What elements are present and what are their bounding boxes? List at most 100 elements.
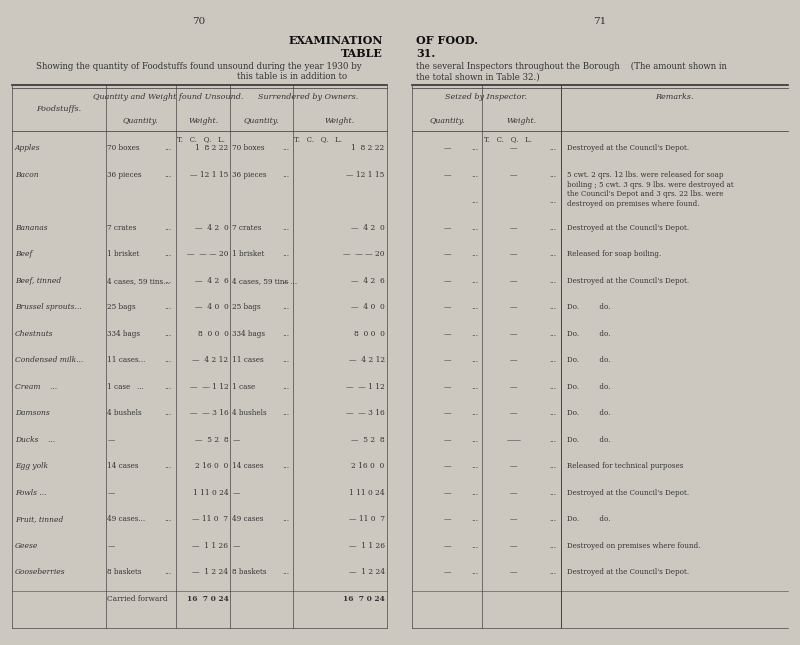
Text: —: — [443, 250, 451, 259]
Text: ...: ... [165, 277, 172, 285]
Text: ...: ... [471, 303, 478, 312]
Text: —: — [443, 277, 451, 285]
Text: Condensed milk...: Condensed milk... [15, 356, 83, 364]
Text: —  1 1 26: — 1 1 26 [193, 542, 229, 550]
Text: —  5 2  8: — 5 2 8 [195, 436, 229, 444]
Text: 11 cases...: 11 cases... [107, 356, 146, 364]
Text: — 11 0  7: — 11 0 7 [349, 515, 385, 523]
Text: 7 crates: 7 crates [232, 224, 262, 232]
Text: 334 bags: 334 bags [232, 330, 266, 338]
Text: —: — [510, 250, 518, 259]
Text: 4 bushels: 4 bushels [107, 410, 142, 417]
Text: the total shown in Table 32.): the total shown in Table 32.) [416, 72, 539, 81]
Text: —: — [443, 144, 451, 152]
Text: Weight.: Weight. [506, 117, 537, 125]
Text: Showing the quantity of Foodstuffs found unsound during the year 1930 by: Showing the quantity of Foodstuffs found… [36, 62, 362, 71]
Text: — 12 1 15: — 12 1 15 [346, 171, 385, 179]
Text: —  1 2 24: — 1 2 24 [349, 568, 385, 577]
Text: Do.         do.: Do. do. [566, 383, 610, 391]
Text: Beef: Beef [15, 250, 32, 259]
Text: ...: ... [471, 250, 478, 259]
Text: 1 11 0 24: 1 11 0 24 [349, 489, 385, 497]
Text: 11 cases: 11 cases [232, 356, 264, 364]
Text: 1 11 0 24: 1 11 0 24 [193, 489, 229, 497]
Text: Weight.: Weight. [188, 117, 218, 125]
Text: —: — [443, 383, 451, 391]
Text: —: — [510, 568, 518, 577]
Text: —  4 2 12: — 4 2 12 [349, 356, 385, 364]
Text: —: — [443, 303, 451, 312]
Text: Cream    ...: Cream ... [15, 383, 57, 391]
Text: —: — [510, 515, 518, 523]
Text: ...: ... [550, 144, 557, 152]
Text: —: — [443, 356, 451, 364]
Text: Apples: Apples [15, 144, 41, 152]
Text: —: — [443, 436, 451, 444]
Text: Do.         do.: Do. do. [566, 330, 610, 338]
Text: 1 brisket: 1 brisket [107, 250, 140, 259]
Text: Bananas: Bananas [15, 224, 47, 232]
Text: ...: ... [282, 515, 289, 523]
Text: 8  0 0  0: 8 0 0 0 [354, 330, 385, 338]
Text: 8  0 0  0: 8 0 0 0 [198, 330, 229, 338]
Text: —: — [510, 383, 518, 391]
Text: EXAMINATION: EXAMINATION [288, 35, 382, 46]
Text: Surrendered by Owners.: Surrendered by Owners. [258, 93, 358, 101]
Text: ...: ... [471, 144, 478, 152]
Text: ...: ... [165, 462, 172, 470]
Text: —  1 2 24: — 1 2 24 [192, 568, 229, 577]
Text: ...: ... [165, 250, 172, 259]
Text: Do.         do.: Do. do. [566, 515, 610, 523]
Text: ...: ... [550, 171, 557, 179]
Text: ...: ... [165, 410, 172, 417]
Text: Quantity.: Quantity. [244, 117, 279, 125]
Text: —  4 0  0: — 4 0 0 [351, 303, 385, 312]
Text: ...: ... [471, 410, 478, 417]
Text: Destroyed at the Council's Depot.: Destroyed at the Council's Depot. [566, 568, 689, 577]
Text: Destroyed on premises where found.: Destroyed on premises where found. [566, 542, 700, 550]
Text: 334 bags: 334 bags [107, 330, 141, 338]
Text: ...: ... [165, 568, 172, 577]
Text: ...: ... [165, 144, 172, 152]
Text: ...: ... [471, 436, 478, 444]
Text: 8 baskets: 8 baskets [232, 568, 267, 577]
Text: Quantity.: Quantity. [430, 117, 465, 125]
Text: ...: ... [550, 489, 557, 497]
Text: —  — 3 16: — — 3 16 [190, 410, 229, 417]
Text: Destroyed at the Council's Depot.: Destroyed at the Council's Depot. [566, 489, 689, 497]
Text: ...: ... [471, 489, 478, 497]
Text: ...: ... [550, 462, 557, 470]
Text: ...: ... [471, 515, 478, 523]
Text: Quantity.: Quantity. [123, 117, 158, 125]
Text: —  1 1 26: — 1 1 26 [349, 542, 385, 550]
Text: 2 16 0  0: 2 16 0 0 [351, 462, 385, 470]
Text: —: — [232, 436, 240, 444]
Text: —  4 2  0: — 4 2 0 [351, 224, 385, 232]
Text: ...: ... [550, 436, 557, 444]
Text: — 12 1 15: — 12 1 15 [190, 171, 229, 179]
Text: Released for technical purposes: Released for technical purposes [566, 462, 683, 470]
Text: ...: ... [282, 356, 289, 364]
Text: Ducks    ...: Ducks ... [15, 436, 55, 444]
Text: —: — [443, 224, 451, 232]
Text: Chestnuts: Chestnuts [15, 330, 54, 338]
Text: Remarks.: Remarks. [655, 93, 694, 101]
Text: Fruit, tinned: Fruit, tinned [15, 515, 63, 523]
Text: —  4 2  0: — 4 2 0 [194, 224, 229, 232]
Text: —: — [510, 489, 518, 497]
Text: Gooseberries: Gooseberries [15, 568, 66, 577]
Text: —: — [107, 542, 114, 550]
Text: —: — [232, 542, 240, 550]
Text: ...: ... [282, 250, 289, 259]
Text: —  — 1 12: — — 1 12 [346, 383, 385, 391]
Text: —: — [510, 277, 518, 285]
Text: ...: ... [282, 330, 289, 338]
Text: ...: ... [550, 515, 557, 523]
Text: ...: ... [550, 383, 557, 391]
Text: ...: ... [165, 171, 172, 179]
Text: 1 case   ...: 1 case ... [107, 383, 144, 391]
Text: Fowls ...: Fowls ... [15, 489, 46, 497]
Text: Weight.: Weight. [325, 117, 355, 125]
Text: T.   C.   Q.   L.: T. C. Q. L. [177, 135, 225, 143]
Text: Do.         do.: Do. do. [566, 356, 610, 364]
